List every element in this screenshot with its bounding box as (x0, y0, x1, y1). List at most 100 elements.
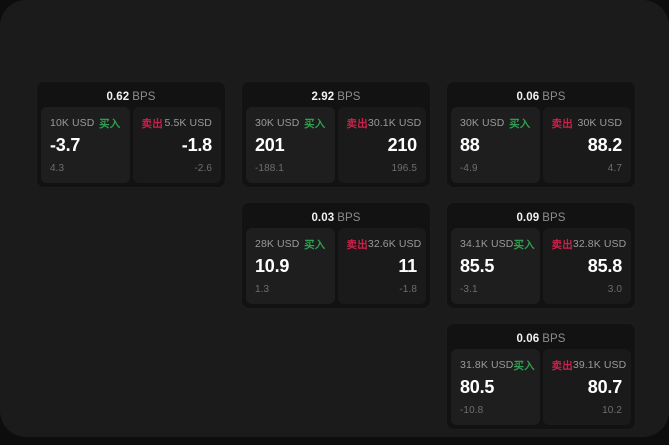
buy-delta: -3.1 (460, 284, 478, 295)
bps-unit-label: BPS (542, 212, 566, 224)
sell-size-label: 30.1K USD (367, 117, 422, 129)
sell-header-row: 卖出 5.5K USD (142, 116, 213, 130)
buy-header-row: 30K USD 买入 (255, 116, 326, 130)
card-header: 0.06 BPS (451, 328, 631, 349)
buy-delta: -188.1 (255, 163, 284, 174)
bps-unit-label: BPS (337, 212, 361, 224)
sell-side-panel[interactable]: 卖出 5.5K USD -1.8 -2.6 (132, 107, 221, 183)
card-header: 0.03 BPS (246, 207, 426, 228)
sell-side-panel[interactable]: 卖出 32.8K USD 85.8 3.0 (542, 228, 631, 304)
sell-header-row: 卖出 30.1K USD (346, 116, 422, 130)
sell-price: 88.2 (587, 135, 622, 155)
sell-header-row: 卖出 32.6K USD (346, 237, 422, 251)
buy-action-label[interactable]: 买入 (513, 238, 535, 251)
quote-card-board: 0.62 BPS 10K USD 买入 -3.7 4.3 卖出 5.5K USD -1.8 -2.… (37, 82, 635, 429)
sell-action-label[interactable]: 卖出 (551, 117, 573, 130)
buy-delta: 4.3 (50, 163, 65, 174)
sell-side-panel[interactable]: 卖出 39.1K USD 80.7 10.2 (542, 349, 631, 425)
sell-delta: -1.8 (399, 284, 417, 295)
buy-header-row: 28K USD 买入 (255, 237, 326, 251)
sell-header-row: 卖出 32.8K USD (551, 237, 627, 251)
quote-column-3: 0.06 BPS 30K USD 买入 88 -4.9 卖出 30K USD 88.2 4.7 0.… (447, 82, 635, 445)
quote-card[interactable]: 0.06 BPS 31.8K USD 买入 80.5 -10.8 卖出 39.1K USD 80… (447, 324, 635, 429)
quote-card[interactable]: 0.09 BPS 34.1K USD 买入 85.5 -3.1 卖出 32.8K USD 85.… (447, 203, 635, 308)
buy-price: -3.7 (50, 135, 81, 155)
buy-header-row: 30K USD 买入 (460, 116, 531, 130)
sell-size-label: 30K USD (577, 117, 622, 129)
buy-side-panel[interactable]: 31.8K USD 买入 80.5 -10.8 (451, 349, 540, 425)
buy-action-label[interactable]: 买入 (513, 359, 535, 372)
bps-unit-label: BPS (542, 333, 566, 345)
buy-size-label: 30K USD (460, 117, 505, 129)
quote-card[interactable]: 0.03 BPS 28K USD 买入 10.9 1.3 卖出 32.6K USD 11 -1.8 (242, 203, 430, 308)
buy-action-label[interactable]: 买入 (99, 117, 121, 130)
sell-size-label: 32.6K USD (367, 238, 422, 250)
sell-delta: 10.2 (602, 405, 622, 416)
sell-action-label[interactable]: 卖出 (551, 238, 573, 251)
card-body: 30K USD 买入 201 -188.1 卖出 30.1K USD 210 196.5 (246, 107, 426, 183)
card-header: 0.62 BPS (41, 86, 221, 107)
sell-delta: 3.0 (607, 284, 622, 295)
card-header: 2.92 BPS (246, 86, 426, 107)
quote-column-1: 0.62 BPS 10K USD 买入 -3.7 4.3 卖出 5.5K USD -1.8 -2.… (37, 82, 225, 203)
sell-action-label[interactable]: 卖出 (346, 117, 368, 130)
bps-value: 0.06 (516, 91, 540, 103)
sell-delta: 196.5 (391, 163, 417, 174)
buy-price: 10.9 (255, 256, 290, 276)
buy-header-row: 31.8K USD 买入 (460, 358, 535, 372)
card-body: 34.1K USD 买入 85.5 -3.1 卖出 32.8K USD 85.8 3.0 (451, 228, 631, 304)
card-header: 0.09 BPS (451, 207, 631, 228)
buy-header-row: 34.1K USD 买入 (460, 237, 535, 251)
buy-side-panel[interactable]: 34.1K USD 买入 85.5 -3.1 (451, 228, 540, 304)
sell-header-row: 卖出 30K USD (552, 116, 623, 130)
sell-size-label: 39.1K USD (572, 359, 627, 371)
bps-value: 2.92 (311, 91, 335, 103)
sell-price: -1.8 (181, 135, 212, 155)
sell-price: 210 (387, 135, 418, 155)
buy-delta: -10.8 (460, 405, 484, 416)
buy-size-label: 10K USD (50, 117, 95, 129)
buy-side-panel[interactable]: 28K USD 买入 10.9 1.3 (246, 228, 335, 304)
buy-side-panel[interactable]: 10K USD 买入 -3.7 4.3 (41, 107, 130, 183)
bps-value: 0.06 (516, 333, 540, 345)
quote-card[interactable]: 2.92 BPS 30K USD 买入 201 -188.1 卖出 30.1K USD 210 1… (242, 82, 430, 187)
sell-price: 85.8 (587, 256, 622, 276)
buy-size-label: 31.8K USD (460, 359, 514, 371)
quote-card[interactable]: 0.62 BPS 10K USD 买入 -3.7 4.3 卖出 5.5K USD -1.8 -2.… (37, 82, 225, 187)
buy-side-panel[interactable]: 30K USD 买入 88 -4.9 (451, 107, 540, 183)
sell-action-label[interactable]: 卖出 (346, 238, 368, 251)
bps-unit-label: BPS (132, 91, 156, 103)
sell-side-panel[interactable]: 卖出 30K USD 88.2 4.7 (542, 107, 631, 183)
sell-action-label[interactable]: 卖出 (551, 359, 573, 372)
buy-side-panel[interactable]: 30K USD 买入 201 -188.1 (246, 107, 335, 183)
sell-side-panel[interactable]: 卖出 32.6K USD 11 -1.8 (337, 228, 426, 304)
bps-value: 0.62 (106, 91, 130, 103)
buy-price: 201 (255, 135, 285, 155)
buy-size-label: 30K USD (255, 117, 300, 129)
bps-value: 0.03 (311, 212, 335, 224)
buy-delta: -4.9 (460, 163, 478, 174)
buy-action-label[interactable]: 买入 (304, 238, 326, 251)
sell-delta: 4.7 (607, 163, 622, 174)
card-body: 10K USD 买入 -3.7 4.3 卖出 5.5K USD -1.8 -2.6 (41, 107, 221, 183)
card-body: 30K USD 买入 88 -4.9 卖出 30K USD 88.2 4.7 (451, 107, 631, 183)
sell-price: 80.7 (587, 377, 622, 397)
buy-price: 88 (460, 135, 480, 155)
buy-action-label[interactable]: 买入 (304, 117, 326, 130)
quote-column-2: 2.92 BPS 30K USD 买入 201 -188.1 卖出 30.1K USD 210 1… (242, 82, 430, 324)
sell-action-label[interactable]: 卖出 (141, 117, 163, 130)
sell-size-label: 32.8K USD (572, 238, 627, 250)
bps-value: 0.09 (516, 212, 540, 224)
sell-side-panel[interactable]: 卖出 30.1K USD 210 196.5 (337, 107, 426, 183)
buy-delta: 1.3 (255, 284, 270, 295)
sell-price: 11 (398, 256, 417, 276)
buy-action-label[interactable]: 买入 (509, 117, 531, 130)
quote-card[interactable]: 0.06 BPS 30K USD 买入 88 -4.9 卖出 30K USD 88.2 4.7 (447, 82, 635, 187)
sell-delta: -2.6 (194, 163, 212, 174)
card-header: 0.06 BPS (451, 86, 631, 107)
buy-price: 85.5 (460, 256, 495, 276)
sell-header-row: 卖出 39.1K USD (551, 358, 627, 372)
bps-unit-label: BPS (337, 91, 361, 103)
